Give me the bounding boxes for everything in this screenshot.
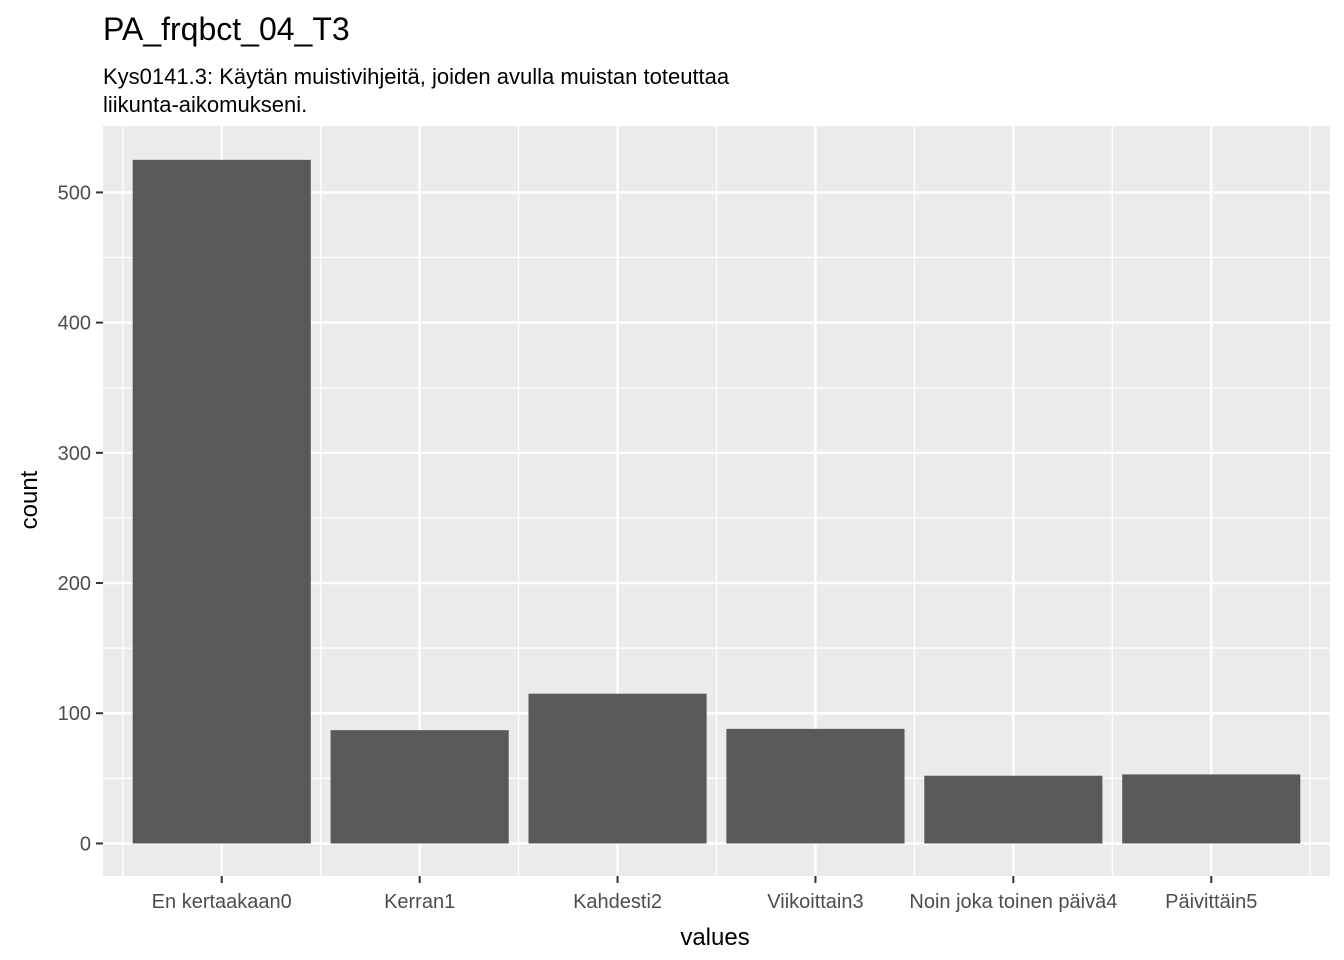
bar-0 <box>132 159 311 844</box>
y-axis-title: count <box>16 470 43 529</box>
y-tick-label: 300 <box>58 443 91 465</box>
chart-title: PA_frqbct_04_T3 <box>103 11 350 47</box>
bar-4 <box>924 775 1103 844</box>
y-axis: 0 100 200 300 400 500 <box>58 182 103 855</box>
x-tick-label: Kerran1 <box>384 891 455 913</box>
x-tick-label: Kahdesti2 <box>573 891 662 913</box>
bars <box>132 159 1301 844</box>
x-tick-label: Viikoittain3 <box>767 891 863 913</box>
bar-2 <box>528 693 707 844</box>
x-axis-title: values <box>680 924 749 951</box>
chart-subtitle-line-1: Kys0141.3: Käytän muistivihjeitä, joiden… <box>103 64 730 89</box>
x-tick-label: En kertaakaan0 <box>152 891 292 913</box>
y-tick-label: 400 <box>58 313 91 335</box>
y-tick-label: 200 <box>58 573 91 595</box>
bar-1 <box>330 730 509 844</box>
y-tick-label: 500 <box>58 182 91 204</box>
x-axis: En kertaakaan0 Kerran1 Kahdesti2 Viikoittai… <box>152 876 1257 913</box>
x-tick-label: Päivittäin5 <box>1165 891 1257 913</box>
bar-5 <box>1122 774 1301 844</box>
bar-3 <box>726 728 905 844</box>
x-tick-label: Noin joka toinen päivä4 <box>909 891 1117 913</box>
chart-subtitle-line-2: liikunta-aikomukseni. <box>103 92 307 117</box>
y-tick-label: 0 <box>80 833 91 855</box>
y-tick-label: 100 <box>58 703 91 725</box>
